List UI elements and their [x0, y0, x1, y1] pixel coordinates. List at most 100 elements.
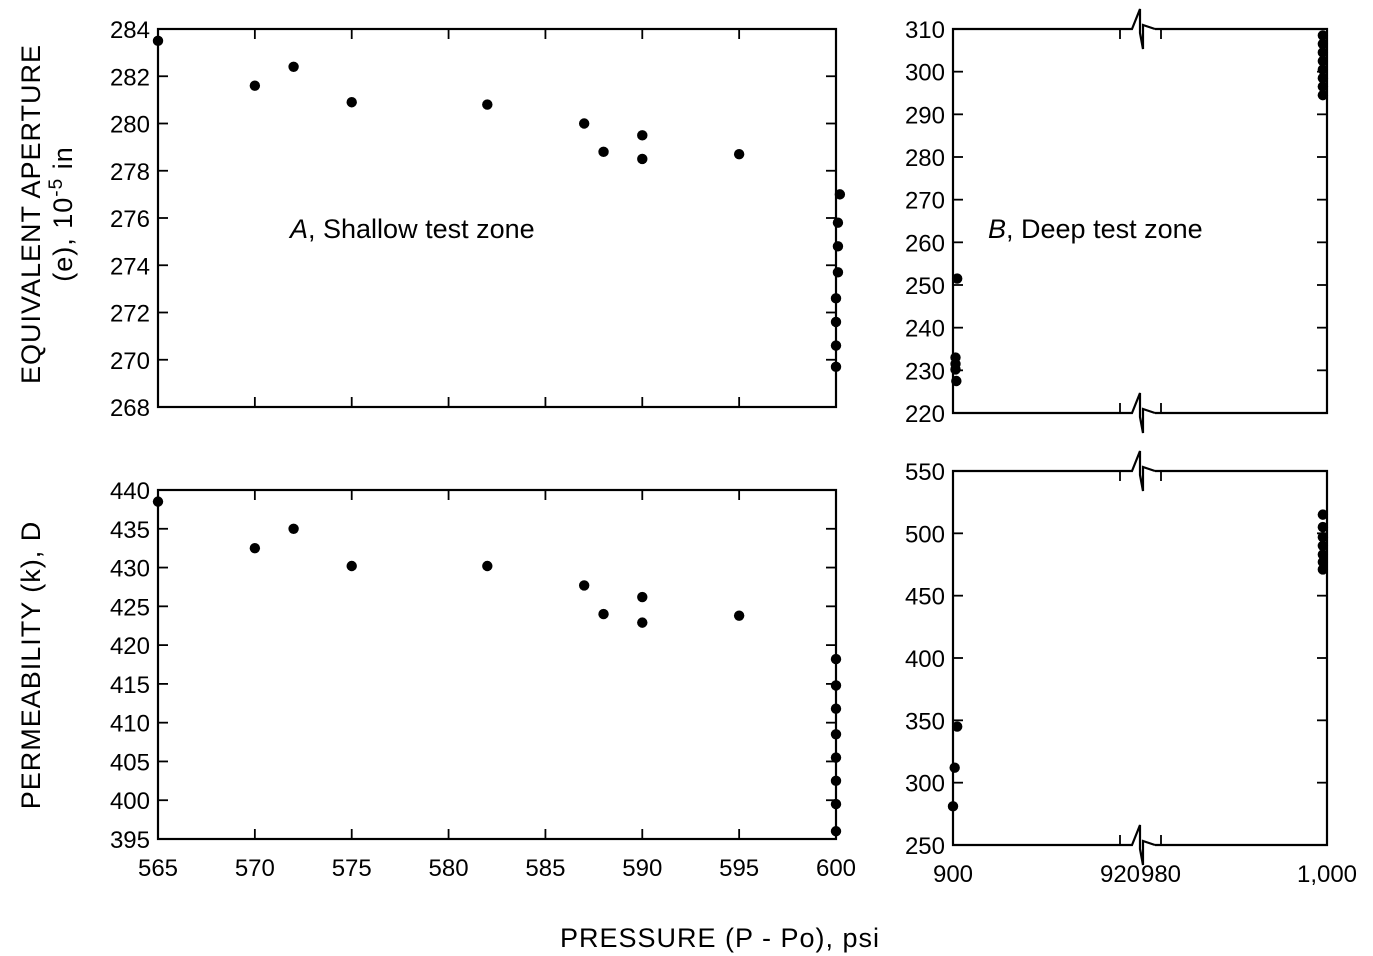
aperture-shallow-ytick-label: 284: [110, 17, 150, 44]
permeability-shallow-data-point: [830, 775, 842, 787]
aperture-deep-data-point: [1317, 64, 1329, 75]
permeability-shallow-data-point: [733, 610, 745, 621]
permeability-ylabel: PERMEABILITY (k), D: [16, 521, 46, 810]
permeability-shallow-data-point: [482, 560, 493, 572]
permeability-shallow-data-point: [288, 523, 299, 534]
permeability-shallow-xtick-label: 575: [332, 855, 372, 882]
permeability-deep-data-point: [1317, 556, 1329, 568]
aperture-shallow-data-point: [733, 149, 745, 160]
aperture-ylabel-line2: (e), 10: [48, 197, 78, 282]
permeability-shallow-ytick-label: 410: [110, 711, 150, 738]
aperture-deep-ytick-label: 260: [905, 230, 945, 257]
aperture-shallow-data-point: [832, 241, 844, 252]
panel-b-annotation: B, Deep test zone: [988, 214, 1203, 244]
aperture-deep-ytick-label: 230: [905, 358, 945, 385]
permeability-deep-data-point: [949, 762, 960, 773]
aperture-deep-data-point: [1317, 81, 1329, 92]
permeability-shallow-data-point: [830, 703, 842, 714]
aperture-ylabel-exponent: -5: [46, 178, 67, 197]
permeability-deep-data-point: [1317, 540, 1329, 551]
aperture-shallow-ytick-label: 268: [110, 395, 150, 422]
aperture-shallow-ytick-label: 276: [110, 206, 150, 233]
aperture-shallow-data-point: [832, 267, 844, 278]
aperture-deep-data-point: [951, 375, 962, 387]
permeability-shallow-xtick-label: 585: [525, 855, 565, 882]
permeability-deep-panel: 250 300 350 400 450 500 550 900 920 980 1,000: [905, 450, 1357, 888]
aperture-deep-bottom-break-mark: [1128, 392, 1156, 434]
permeability-shallow-ytick-label: 405: [110, 749, 150, 776]
permeability-shallow-frame: [156, 488, 838, 841]
permeability-shallow-data-point: [598, 608, 609, 620]
aperture-deep-data-point: [1317, 30, 1329, 41]
permeability-shallow-xtick-label: 595: [719, 855, 759, 882]
permeability-deep-ytick-label: 350: [905, 708, 945, 735]
permeability-ylabel-text: PERMEABILITY (k), D: [16, 521, 46, 810]
permeability-shallow-ytick-label: 400: [110, 788, 150, 815]
permeability-deep-data-point: [1317, 521, 1329, 533]
aperture-deep-ytick-label: 220: [905, 401, 945, 428]
aperture-deep-data-point: [1317, 38, 1329, 50]
aperture-ylabel-2: (e), 10-5 in: [46, 146, 78, 281]
panel-a-text: , Shallow test zone: [308, 214, 535, 244]
aperture-shallow-data-point: [830, 316, 842, 328]
permeability-shallow-xtick-label: 570: [235, 855, 275, 882]
permeability-shallow-ytick-label: 440: [110, 478, 150, 505]
permeability-shallow-ytick-label: 420: [110, 633, 150, 660]
permeability-deep-data-point: [951, 721, 963, 732]
permeability-shallow-data-point: [830, 798, 842, 810]
permeability-shallow-data-point: [249, 542, 261, 554]
permeability-shallow-data-point: [830, 826, 842, 837]
permeability-shallow-data-point: [830, 680, 842, 691]
permeability-shallow-data-point: [830, 653, 842, 665]
aperture-ylabel: EQUIVALENT APERTURE: [16, 44, 46, 384]
aperture-shallow-data-point: [832, 217, 844, 228]
aperture-shallow-ytick-label: 282: [110, 64, 150, 91]
aperture-deep-top-break-mark: [1128, 8, 1156, 50]
aperture-shallow-data-point: [598, 146, 609, 158]
permeability-deep-xtick-label: 920: [1100, 861, 1140, 888]
permeability-shallow-data-point: [578, 580, 590, 591]
aperture-shallow-data-point: [834, 189, 846, 200]
aperture-shallow-panel: 268 270 272 274 276 278 280 282 284: [110, 17, 846, 422]
permeability-shallow-data-point: [830, 729, 842, 740]
aperture-deep-ytick-label: 240: [905, 316, 945, 343]
permeability-deep-bottom-break-mark: [1128, 824, 1156, 866]
aperture-shallow-data-point: [482, 99, 493, 110]
permeability-shallow-data-point: [152, 496, 164, 507]
permeability-shallow-xtick-label: 600: [816, 855, 856, 882]
permeability-deep-data-point: [947, 801, 959, 812]
permeability-deep-data-point: [1317, 509, 1329, 520]
permeability-deep-ytick-label: 500: [905, 521, 945, 548]
permeability-deep-xtick-label: 980: [1141, 861, 1181, 888]
permeability-shallow-ytick-label: 430: [110, 556, 150, 583]
permeability-deep-ytick-label: 450: [905, 584, 945, 611]
aperture-deep-ytick-label: 280: [905, 145, 945, 172]
panel-b-letter: B: [988, 214, 1006, 244]
permeability-shallow-xtick-label: 580: [429, 855, 469, 882]
aperture-deep-ytick-label: 250: [905, 273, 945, 300]
aperture-deep-data-point: [1317, 72, 1329, 84]
permeability-deep-data-point: [1317, 564, 1329, 575]
aperture-shallow-data-point: [249, 80, 261, 91]
chart-panels: 2682702722742762782802822842202302402502…: [110, 8, 1357, 888]
aperture-deep-data-point: [950, 364, 961, 375]
permeability-deep-xtick-label: 1,000: [1297, 861, 1357, 888]
svg-text:(e), 10-5 in: (e), 10-5 in: [46, 146, 78, 281]
aperture-deep-ytick-label: 300: [905, 60, 945, 87]
aperture-deep-panel: 220 230 240 250 260 270 280 290 300 310: [905, 8, 1329, 434]
aperture-ylabel-unit: in: [48, 146, 78, 178]
aperture-shallow-ytick-label: 280: [110, 112, 150, 139]
permeability-deep-ytick-label: 250: [905, 833, 945, 860]
aperture-shallow-data-point: [578, 118, 590, 129]
permeability-shallow-ytick-label: 395: [110, 827, 150, 854]
aperture-deep-ytick-label: 290: [905, 102, 945, 129]
aperture-deep-ytick-label: 270: [905, 188, 945, 215]
aperture-deep-frame: [951, 27, 1329, 415]
permeability-shallow-ytick-label: 425: [110, 594, 150, 621]
aperture-shallow-data-point: [346, 97, 357, 108]
permeability-shallow-xtick-label: 590: [622, 855, 662, 882]
permeability-shallow-data-point: [830, 752, 842, 763]
aperture-ylabel-line1: EQUIVALENT APERTURE: [16, 44, 46, 384]
aperture-shallow-data-point: [637, 130, 648, 141]
